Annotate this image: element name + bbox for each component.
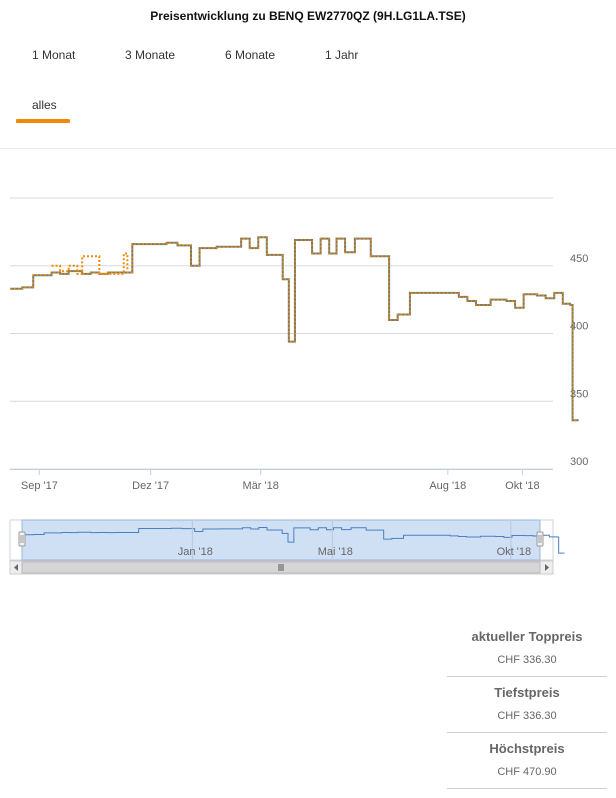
scroll-left-arrow-icon (14, 564, 18, 571)
chart-title: Preisentwicklung zu BENQ EW2770QZ (9H.LG… (150, 9, 466, 23)
range-3-months[interactable]: 3 Monate (125, 48, 176, 62)
navigator-selection (21, 519, 541, 561)
navigator-handle (18, 531, 26, 547)
summary-value: CHF 336.30 (497, 654, 557, 666)
active-range-indicator (16, 119, 70, 123)
navigator-tick-label: Jan '18 (178, 546, 213, 558)
series-line (10, 236, 579, 422)
range-1-year[interactable]: 1 Jahr (325, 48, 359, 62)
navigator-tick-label: Okt '18 (497, 546, 532, 558)
series-group (10, 236, 579, 422)
series-line-dotted (51, 252, 129, 275)
navigator-tick-label: Mai '18 (318, 546, 353, 558)
gridlines (10, 197, 553, 470)
navigator-line (22, 527, 565, 554)
x-tick-label: Sep '17 (21, 480, 58, 492)
summary-divider (447, 676, 607, 677)
scroll-right-arrow-icon (545, 564, 549, 571)
y-tick-label: 300 (570, 456, 588, 468)
summary-label: Tiefstpreis (494, 685, 560, 700)
summary-current-top-price: aktueller Toppreis CHF 336.30 (447, 629, 607, 666)
separator (0, 148, 616, 149)
summary-lowest-price: Tiefstpreis CHF 336.30 (447, 685, 607, 722)
summary-divider (447, 732, 607, 733)
x-tick-label: Okt '18 (505, 480, 540, 492)
price-chart: 300 350 400 450 Sep '17 Dez '17 Mär '18 Aug '1… (9, 197, 588, 575)
summary-value: CHF 470.90 (497, 766, 557, 778)
y-tick-label: 400 (570, 321, 588, 333)
range-1-month[interactable]: 1 Monat (32, 48, 76, 62)
navigator-handle (536, 531, 544, 547)
x-tick-label: Mär '18 (243, 480, 279, 492)
range-6-months[interactable]: 6 Monate (225, 48, 276, 62)
series-line-overlay (10, 236, 579, 421)
summary-label: Höchstpreis (489, 741, 565, 756)
range-all[interactable]: alles (32, 98, 57, 112)
x-tick-label: Aug '18 (429, 480, 466, 492)
y-tick-label: 450 (570, 253, 588, 265)
x-tick-label: Dez '17 (132, 480, 169, 492)
y-tick-labels: 300 350 400 450 (570, 253, 588, 468)
summary-divider (447, 788, 607, 789)
x-tick-labels: Sep '17 Dez '17 Mär '18 Aug '18 Okt '18 (21, 469, 540, 492)
y-tick-label: 350 (570, 388, 588, 400)
navigator: Jan '18 Mai '18 Okt '18 (9, 519, 565, 575)
summary-label: aktueller Toppreis (471, 629, 583, 644)
summary-highest-price: Höchstpreis CHF 470.90 (447, 741, 607, 778)
summary-value: CHF 336.30 (497, 710, 557, 722)
